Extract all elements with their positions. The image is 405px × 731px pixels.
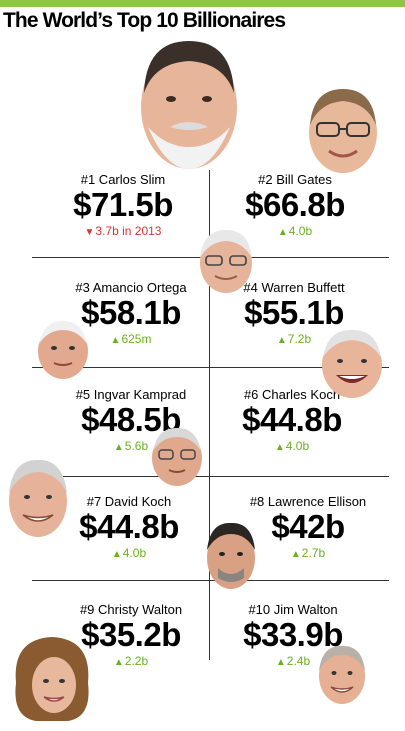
change-value: ▲4.0b [274, 439, 310, 453]
triangle-up-icon: ▲ [277, 227, 288, 238]
billionaire-entry-8: #8 Lawrence Ellison $42b ▲2.7b [213, 494, 403, 562]
triangle-up-icon: ▲ [276, 335, 287, 346]
triangle-up-icon: ▲ [274, 442, 285, 453]
net-worth-value: $44.8b [242, 401, 342, 438]
billionaire-entry-1: #1 Carlos Slim $71.5b ▼3.7b in 2013 [28, 172, 218, 240]
change-value: ▲2.7b [290, 546, 326, 560]
rank-name-label: #8 Lawrence Ellison [249, 494, 367, 509]
change-value: ▲4.0b [277, 224, 313, 238]
net-worth-value: $55.1b [244, 294, 344, 331]
triangle-up-icon: ▲ [113, 657, 124, 668]
accent-bar [0, 0, 405, 7]
net-worth-value: $42b [271, 508, 345, 545]
change-value: ▲2.2b [113, 654, 149, 668]
rank-name-label: #6 Charles Koch [243, 387, 341, 402]
billionaire-entry-10: #10 Jim Walton $33.9b ▲2.4b [198, 602, 388, 670]
rank-name-label: #1 Carlos Slim [80, 172, 166, 187]
row-divider [32, 367, 389, 368]
face-portrait-icon [207, 522, 255, 589]
change-value: ▲2.4b [275, 654, 311, 668]
net-worth-value: $44.8b [79, 508, 179, 545]
triangle-up-icon: ▲ [290, 549, 301, 560]
rank-name-label: #5 Ingvar Kamprad [75, 387, 187, 402]
change-value: ▲5.6b [113, 439, 149, 453]
face-portrait-icon [322, 329, 382, 398]
triangle-up-icon: ▲ [110, 335, 121, 346]
change-value: ▲4.0b [111, 546, 147, 560]
triangle-up-icon: ▲ [111, 549, 122, 560]
rank-name-label: #7 David Koch [86, 494, 172, 509]
face-portrait-icon [141, 41, 237, 169]
row-divider [32, 476, 389, 477]
row-divider [32, 580, 389, 581]
net-worth-value: $58.1b [81, 294, 181, 331]
rank-name-label: #4 Warren Buffett [243, 280, 345, 295]
billionaire-entry-5: #5 Ingvar Kamprad $48.5b ▲5.6b [36, 387, 226, 455]
net-worth-value: $33.9b [243, 616, 343, 653]
net-worth-value: $66.8b [245, 186, 345, 223]
billionaire-entry-9: #9 Christy Walton $35.2b ▲2.2b [36, 602, 226, 670]
change-value: ▲7.2b [276, 332, 312, 346]
rank-name-label: #9 Christy Walton [79, 602, 183, 617]
billionaire-entry-3: #3 Amancio Ortega $58.1b ▲625m [36, 280, 226, 348]
face-portrait-icon [15, 637, 89, 721]
face-portrait-icon [319, 645, 365, 704]
billionaire-entry-4: #4 Warren Buffett $55.1b ▲7.2b [199, 280, 389, 348]
face-portrait-icon [9, 459, 67, 537]
face-portrait-icon [38, 320, 88, 379]
face-portrait-icon [152, 427, 202, 486]
face-portrait-icon [200, 230, 252, 293]
rank-name-label: #3 Amancio Ortega [75, 280, 187, 295]
triangle-up-icon: ▲ [113, 442, 124, 453]
change-value: ▼3.7b in 2013 [84, 224, 162, 238]
column-divider [209, 170, 210, 660]
billionaire-entry-7: #7 David Koch $44.8b ▲4.0b [34, 494, 224, 562]
page-title: The World’s Top 10 Billionaires [3, 9, 286, 32]
rank-name-label: #10 Jim Walton [248, 602, 338, 617]
change-value: ▲625m [110, 332, 152, 346]
net-worth-value: $71.5b [73, 186, 173, 223]
billionaire-entry-6: #6 Charles Koch $44.8b ▲4.0b [197, 387, 387, 455]
triangle-up-icon: ▲ [275, 657, 286, 668]
triangle-down-icon: ▼ [84, 227, 95, 238]
face-portrait-icon [309, 89, 377, 173]
rank-name-label: #2 Bill Gates [258, 172, 332, 187]
net-worth-value: $35.2b [81, 616, 181, 653]
billionaire-entry-2: #2 Bill Gates $66.8b ▲4.0b [200, 172, 390, 240]
